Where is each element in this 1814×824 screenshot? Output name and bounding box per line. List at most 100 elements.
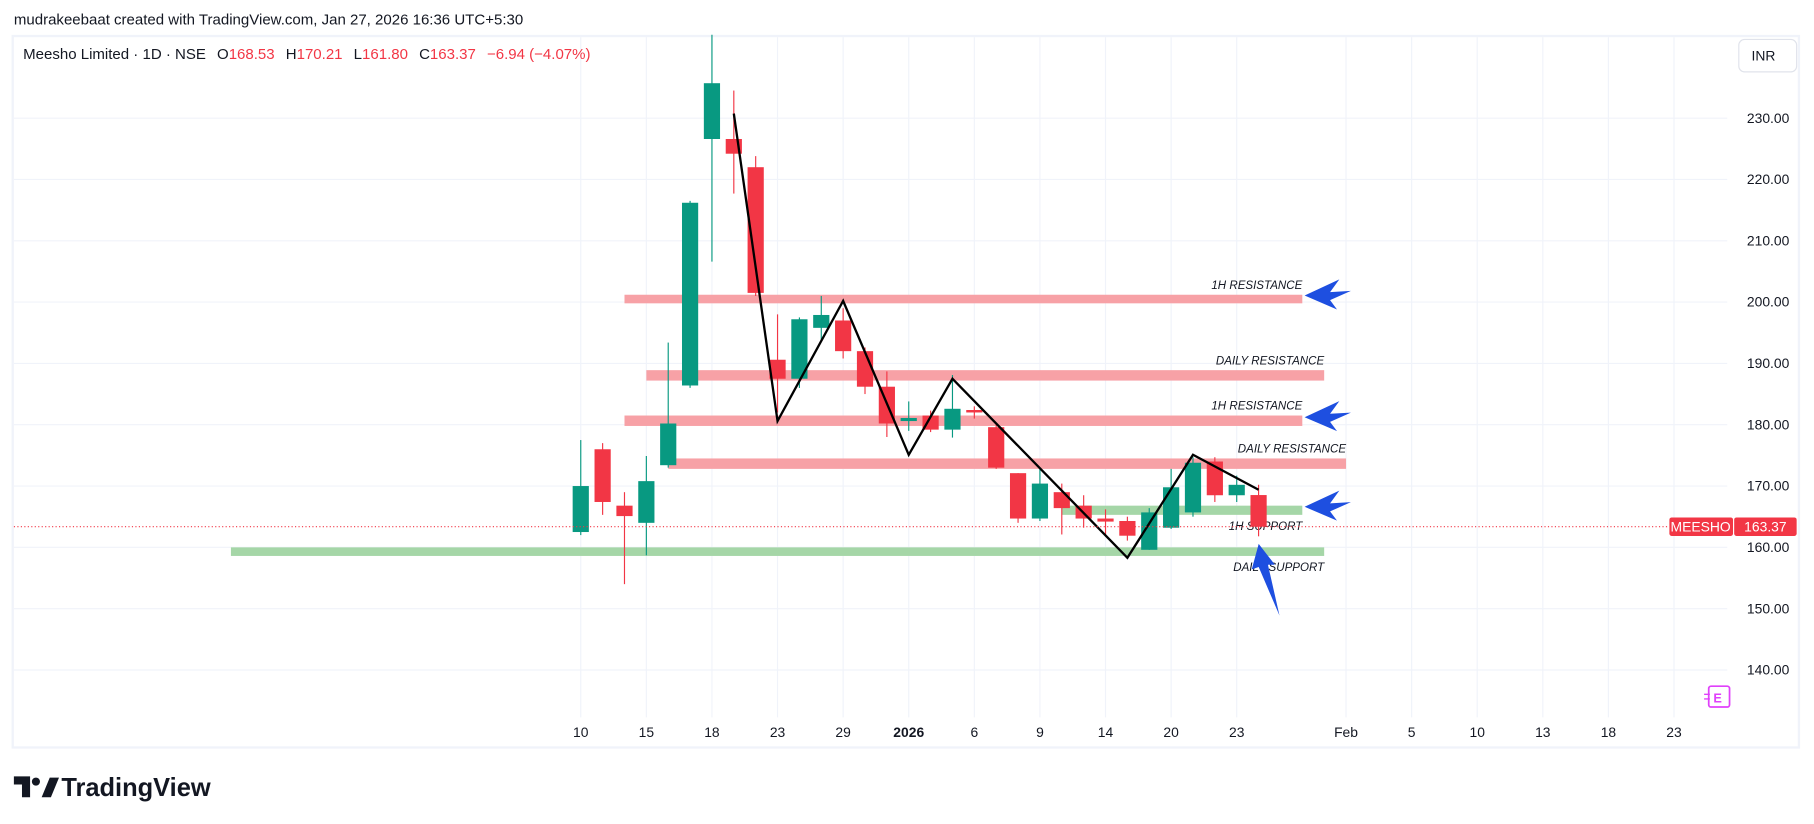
arrow-up-icon[interactable] [1251,543,1280,616]
x-tick-label: 18 [1601,724,1617,740]
tradingview-logo[interactable]: TradingView [13,774,211,802]
x-tick-label: Feb [1334,724,1358,740]
x-tick-label: 6 [970,724,978,740]
candle-body[interactable] [900,417,917,422]
tradingview-logo-icon [13,776,60,798]
candle-body[interactable] [813,314,830,328]
zone-label: 1H RESISTANCE [1211,280,1302,292]
arrow-left-icon[interactable] [1304,490,1351,521]
candle-body[interactable] [572,486,589,533]
y-tick-label: 160.00 [1747,539,1790,555]
candle-body[interactable] [638,481,655,523]
x-tick-label: 10 [573,724,589,740]
arrows[interactable] [1251,279,1351,616]
legend-low: 161.80 [362,46,408,63]
candle-body[interactable] [769,359,786,379]
x-tick-label: 13 [1535,724,1551,740]
x-tick-label: 23 [1229,724,1245,740]
last-price-label: 163.37 [1744,518,1787,534]
zigzag-line[interactable] [732,113,1260,560]
candle-body[interactable] [791,319,808,379]
candle-body[interactable] [747,167,764,293]
y-tick-label: 210.00 [1747,232,1790,248]
zigzag-drawing[interactable] [732,113,1260,560]
candle-body[interactable] [1141,512,1158,550]
y-tick-label: 150.00 [1747,600,1790,616]
chart-frame [11,34,1801,749]
zone-label: DAILY RESISTANCE [1216,355,1325,367]
zone-label: 1H SUPPORT [1229,521,1304,533]
candle-body[interactable] [660,423,677,466]
legend-open: 168.53 [229,46,275,63]
y-tick-label: 190.00 [1747,355,1790,371]
resistance-zone[interactable] [668,458,1347,469]
candle-body[interactable] [1228,484,1245,496]
x-tick-label: 18 [704,724,720,740]
zone-label: 1H RESISTANCE [1211,401,1302,413]
y-tick-label: 140.00 [1747,662,1790,678]
last-price-label-bg [1734,517,1797,536]
candle-body[interactable] [835,320,852,352]
legend-change: −6.94 (−4.07%) [487,46,591,63]
candles [572,34,1267,585]
zone-label: DAILY RESISTANCE [1238,444,1347,456]
earnings-icon-label: E [1713,690,1721,705]
y-tick-label: 220.00 [1747,171,1790,187]
candle-body[interactable] [944,408,961,430]
legend-symbol[interactable]: Meesho Limited · 1D · NSE [23,46,206,63]
resistance-zone[interactable] [624,415,1303,426]
resistance-zone[interactable] [646,370,1325,381]
y-tick-label: 180.00 [1747,416,1790,432]
zones: 1H RESISTANCE DAILY RESISTANCE 1H RESISTAN… [230,280,1347,574]
x-tick-label: 10 [1470,724,1486,740]
x-tick-label: 23 [770,724,786,740]
legend-l-label: L [354,46,362,63]
currency-label: INR [1752,47,1776,63]
legend-close: 163.37 [430,46,476,63]
candle-body[interactable] [1119,520,1136,536]
x-tick-label: 9 [1036,724,1044,740]
arrow-left-icon[interactable] [1304,401,1351,432]
x-tick-label: 29 [835,724,851,740]
resistance-zone[interactable] [624,294,1303,304]
candle-body[interactable] [594,449,611,502]
legend: Meesho Limited · 1D · NSE O168.53 H170.2… [23,46,590,63]
candle-body[interactable] [1097,518,1114,522]
candle-body[interactable] [1250,495,1267,527]
support-zone[interactable] [1061,505,1303,515]
symbol-tag-bg [1669,517,1734,536]
watermark-text: mudrakeebaat created with TradingView.co… [14,11,523,28]
brand-text: TradingView [61,774,211,802]
currency-button[interactable]: INR [1738,38,1798,73]
candle-body[interactable] [1184,462,1202,513]
time-axis[interactable]: 10 15 18 23 29 2026 6 9 14 20 23 Feb 5 10 13 18 23 [573,724,1682,740]
candle-body[interactable] [966,410,983,413]
support-zone[interactable] [230,547,1325,556]
earnings-icon[interactable]: E [1704,685,1731,708]
candle-body[interactable] [1163,487,1180,528]
price-axis[interactable]: 230.00 220.00 210.00 200.00 190.00 180.00 170.… [1747,110,1790,678]
x-tick-label: 2026 [893,724,924,740]
y-tick-label: 200.00 [1747,294,1790,310]
candle-body[interactable] [1031,483,1049,519]
candle-body[interactable] [1206,461,1223,496]
zone-label: DAILY SUPPORT [1233,562,1325,574]
x-tick-label: 14 [1098,724,1114,740]
x-tick-label: 5 [1408,724,1416,740]
candle-body[interactable] [1053,492,1070,509]
candle-body[interactable] [616,505,633,517]
y-tick-label: 230.00 [1747,110,1790,126]
candle-body[interactable] [681,202,699,386]
x-tick-label: 23 [1666,724,1682,740]
candle-body[interactable] [1009,473,1027,519]
y-tick-label: 170.00 [1747,478,1790,494]
legend-o-label: O [217,46,229,63]
x-tick-label: 15 [639,724,655,740]
symbol-tag: MEESHO [1671,518,1731,534]
candle-body[interactable] [703,83,721,139]
candle-body[interactable] [856,351,874,387]
arrow-left-icon[interactable] [1304,279,1351,310]
candle-body[interactable] [988,427,1005,468]
x-tick-label: 20 [1163,724,1179,740]
